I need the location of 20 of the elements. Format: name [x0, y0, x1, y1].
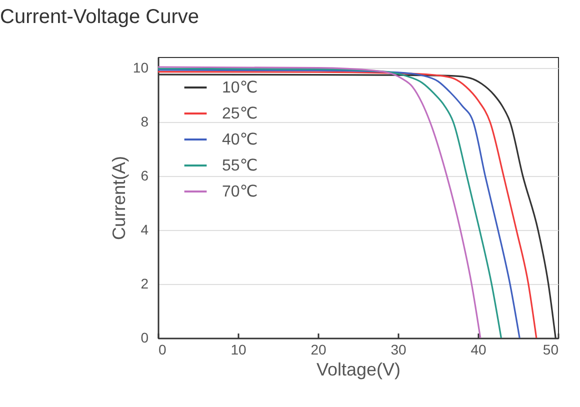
x-tick-label: 20 [310, 342, 326, 358]
x-axis-title: Voltage(V) [316, 360, 401, 380]
y-tick-label: 0 [140, 330, 149, 346]
x-tick-label: 40 [470, 342, 486, 358]
x-tick-label: 30 [390, 342, 406, 358]
legend-label: 55℃ [222, 158, 258, 174]
y-tick-label: 2 [140, 275, 149, 292]
y-tick-label: 10 [132, 59, 149, 76]
y-axis-title: Current(A) [108, 156, 129, 240]
x-tick-label: 10 [230, 342, 246, 358]
legend-label: 25℃ [222, 106, 258, 122]
y-tick-label: 6 [140, 167, 149, 184]
legend-label: 40℃ [222, 132, 258, 148]
legend-label: 10℃ [222, 80, 258, 96]
y-tick-label: 8 [140, 113, 149, 130]
x-tick-label: 0 [158, 342, 166, 358]
x-tick-label: 50 [542, 342, 559, 358]
chart-title: Current-Voltage Curve [0, 6, 199, 28]
legend-label: 70℃ [222, 184, 258, 200]
y-tick-label: 4 [140, 221, 149, 238]
